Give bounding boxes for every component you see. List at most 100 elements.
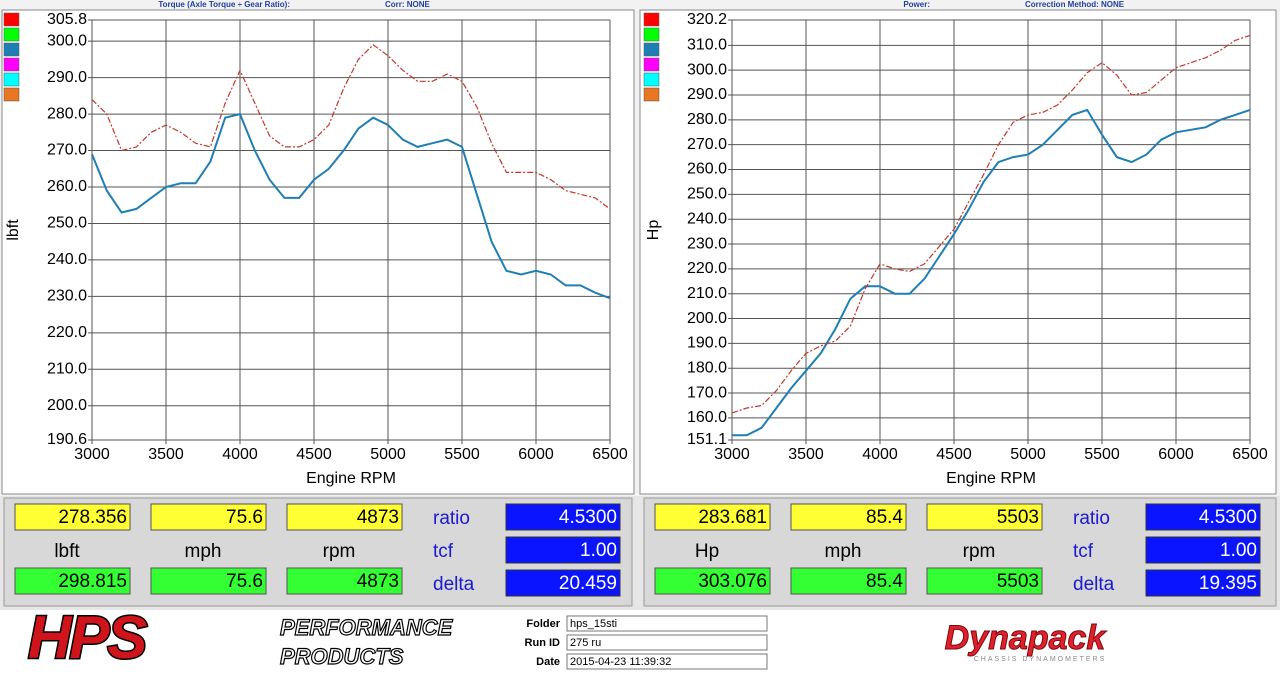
y-tick-label: 320.2	[687, 11, 727, 28]
y-tick-label: 240.0	[47, 251, 87, 268]
readout-box	[926, 503, 1043, 531]
readout-value: 85.4	[866, 571, 903, 592]
param-value: 4.5300	[559, 507, 617, 528]
readout-value: 75.6	[226, 507, 263, 528]
field-box	[566, 615, 768, 632]
readout-box	[926, 567, 1043, 595]
readout-value: 75.6	[226, 571, 263, 592]
y-tick-label: 280.0	[687, 111, 727, 128]
legend-swatch	[643, 72, 660, 87]
chart-frame	[1, 9, 635, 495]
readout-unit: lbft	[54, 541, 80, 562]
y-axis-label: Hp	[645, 220, 662, 241]
readout-value: 5503	[997, 507, 1039, 528]
field-value: 275 ru	[570, 637, 601, 649]
x-tick-label: 3000	[714, 446, 750, 463]
readout-unit: mph	[185, 541, 222, 562]
readout-box	[286, 567, 403, 595]
readout-value: 303.076	[698, 571, 767, 592]
x-tick-label: 4000	[222, 446, 258, 463]
series-line	[731, 34, 1251, 414]
y-axis-label: lbft	[5, 219, 22, 241]
y-tick-label: 220.0	[687, 260, 727, 277]
y-tick-label: 260.0	[687, 161, 727, 178]
series-line	[732, 108, 1251, 437]
legend-swatch	[3, 42, 20, 57]
param-box	[1145, 536, 1261, 564]
readout-box	[286, 503, 403, 531]
y-tick-label: 210.0	[47, 360, 87, 377]
brand-sub: CHASSIS DYNAMOMETERS	[974, 656, 1107, 663]
y-tick-label: 230.0	[47, 288, 87, 305]
x-tick-label: 6500	[1232, 446, 1268, 463]
readout-box	[654, 567, 771, 595]
readout-unit: rpm	[323, 541, 356, 562]
param-label: delta	[1073, 574, 1115, 595]
x-tick-label: 6000	[518, 446, 554, 463]
y-tick-label: 190.0	[687, 335, 727, 352]
x-tick-label: 5500	[444, 446, 480, 463]
param-value: 4.5300	[1199, 507, 1257, 528]
chart-title: Torque (Axle Torque ÷ Gear Ratio):	[158, 0, 290, 9]
y-tick-label: 310.0	[687, 37, 727, 54]
field-label: Date	[536, 656, 560, 668]
x-tick-label: 3500	[148, 446, 184, 463]
y-tick-label: 200.0	[47, 397, 87, 414]
logo-text: PERFORMANCE	[280, 615, 454, 640]
param-value: 19.395	[1199, 573, 1257, 594]
readout-value: 298.815	[58, 571, 127, 592]
series-line	[91, 112, 611, 300]
y-tick-label: 200.0	[687, 310, 727, 327]
y-tick-label: 230.0	[687, 235, 727, 252]
readout-box	[14, 503, 131, 531]
param-box	[505, 536, 621, 564]
readout-box	[14, 567, 131, 595]
y-tick-label: 290.0	[687, 86, 727, 103]
param-box	[505, 569, 621, 597]
y-tick-label: 280.0	[47, 105, 87, 122]
y-tick-label: 210.0	[687, 285, 727, 302]
readout-value: 85.4	[866, 507, 903, 528]
legend-swatch	[643, 12, 660, 27]
readout-value: 4873	[357, 571, 399, 592]
x-tick-label: 4000	[862, 446, 898, 463]
y-tick-label: 170.0	[687, 384, 727, 401]
field-label: Folder	[526, 618, 560, 630]
x-axis-label: Engine RPM	[946, 470, 1036, 487]
readout-unit: Hp	[695, 541, 719, 562]
readout-box	[790, 503, 907, 531]
y-tick-label: 305.8	[47, 11, 87, 28]
x-tick-label: 3500	[788, 446, 824, 463]
readout-box	[150, 503, 267, 531]
param-box	[1145, 569, 1261, 597]
chart-frame	[639, 9, 1277, 495]
chart-subtitle: Corr: NONE	[385, 0, 431, 9]
legend-swatch	[3, 87, 20, 102]
y-tick-label: 250.0	[47, 215, 87, 232]
readout-unit: rpm	[963, 541, 996, 562]
param-label: tcf	[1073, 541, 1094, 562]
x-tick-label: 5500	[1084, 446, 1120, 463]
param-value: 20.459	[559, 573, 617, 594]
series-line	[91, 44, 611, 210]
param-box	[1145, 503, 1261, 531]
y-tick-label: 290.0	[47, 69, 87, 86]
brand: Dynapack	[945, 619, 1108, 657]
readout-value: 4873	[357, 507, 399, 528]
legend-swatch	[643, 27, 660, 42]
x-axis-label: Engine RPM	[306, 470, 396, 487]
param-value: 1.00	[1220, 540, 1257, 561]
y-tick-label: 190.6	[47, 431, 87, 448]
legend-swatch	[3, 27, 20, 42]
legend-swatch	[643, 57, 660, 72]
readout-box	[654, 503, 771, 531]
param-label: delta	[433, 574, 475, 595]
legend-swatch	[643, 42, 660, 57]
x-tick-label: 4500	[296, 446, 332, 463]
readout-unit: mph	[825, 541, 862, 562]
readout-box	[790, 567, 907, 595]
param-label: ratio	[1073, 508, 1110, 529]
legend-swatch	[3, 57, 20, 72]
chart-subtitle: Correction Method: NONE	[1025, 0, 1125, 9]
